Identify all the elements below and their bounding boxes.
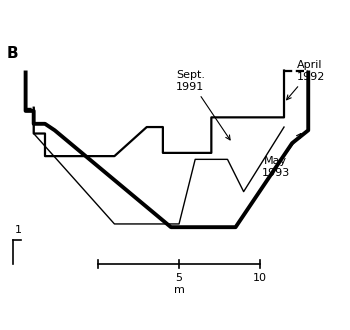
Text: m: m bbox=[174, 285, 184, 295]
Text: May
1993: May 1993 bbox=[262, 134, 301, 178]
Text: 5: 5 bbox=[176, 273, 183, 283]
Text: 10: 10 bbox=[253, 273, 267, 283]
Text: April
1992: April 1992 bbox=[287, 60, 325, 100]
Text: Sept.
1991: Sept. 1991 bbox=[176, 70, 230, 140]
Text: B: B bbox=[6, 46, 18, 61]
Text: 1: 1 bbox=[15, 225, 22, 235]
